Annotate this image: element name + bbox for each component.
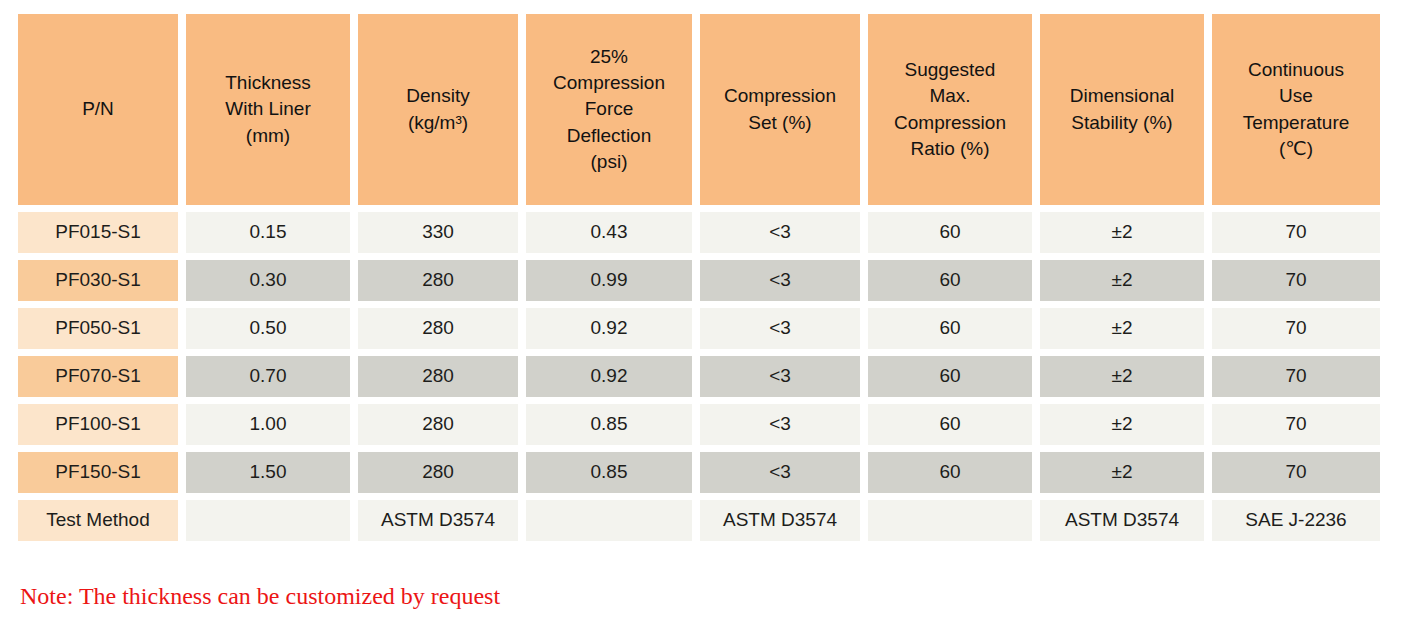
table-cell: <3 bbox=[700, 452, 860, 493]
row-pn-cell: PF030-S1 bbox=[18, 260, 178, 301]
header-compression-set: Compression Set (%) bbox=[700, 14, 860, 205]
table-cell: 280 bbox=[358, 404, 518, 445]
header-density: Density (kg/m³) bbox=[358, 14, 518, 205]
header-suggested-max-compression-ratio: Suggested Max. Compression Ratio (%) bbox=[868, 14, 1032, 205]
table-cell: 0.85 bbox=[526, 452, 692, 493]
table-cell bbox=[868, 500, 1032, 541]
header-compression-force-deflection: 25% Compression Force Deflection (psi) bbox=[526, 14, 692, 205]
table-cell: <3 bbox=[700, 404, 860, 445]
table-cell: 60 bbox=[868, 260, 1032, 301]
table-cell: 1.00 bbox=[186, 404, 350, 445]
spec-table: P/N Thickness With Liner (mm) Density (k… bbox=[18, 14, 1380, 541]
table-cell: 70 bbox=[1212, 308, 1380, 349]
table-cell: 0.92 bbox=[526, 356, 692, 397]
table-cell: 1.50 bbox=[186, 452, 350, 493]
table-cell bbox=[526, 500, 692, 541]
table-cell: 60 bbox=[868, 452, 1032, 493]
table-cell: 60 bbox=[868, 356, 1032, 397]
table-cell: 60 bbox=[868, 308, 1032, 349]
table-cell: ±2 bbox=[1040, 308, 1204, 349]
table-cell: 280 bbox=[358, 452, 518, 493]
table-cell: 70 bbox=[1212, 260, 1380, 301]
row-pn-cell: PF050-S1 bbox=[18, 308, 178, 349]
header-continuous-use-temperature: Continuous Use Temperature (℃) bbox=[1212, 14, 1380, 205]
table-cell: ASTM D3574 bbox=[1040, 500, 1204, 541]
header-dimensional-stability: Dimensional Stability (%) bbox=[1040, 14, 1204, 205]
table-cell: 0.43 bbox=[526, 212, 692, 253]
row-pn-cell: PF150-S1 bbox=[18, 452, 178, 493]
row-pn-cell: Test Method bbox=[18, 500, 178, 541]
table-cell: SAE J-2236 bbox=[1212, 500, 1380, 541]
table-cell: 0.92 bbox=[526, 308, 692, 349]
table-cell: ASTM D3574 bbox=[700, 500, 860, 541]
table-cell: 70 bbox=[1212, 212, 1380, 253]
table-cell: 0.30 bbox=[186, 260, 350, 301]
table-cell: 280 bbox=[358, 260, 518, 301]
header-thickness-with-liner: Thickness With Liner (mm) bbox=[186, 14, 350, 205]
table-cell: 280 bbox=[358, 308, 518, 349]
table-cell: <3 bbox=[700, 260, 860, 301]
table-cell: 330 bbox=[358, 212, 518, 253]
row-pn-cell: PF070-S1 bbox=[18, 356, 178, 397]
table-cell: ±2 bbox=[1040, 404, 1204, 445]
table-cell: ±2 bbox=[1040, 260, 1204, 301]
row-pn-cell: PF100-S1 bbox=[18, 404, 178, 445]
table-cell: 60 bbox=[868, 212, 1032, 253]
table-cell: ±2 bbox=[1040, 356, 1204, 397]
note-text: Note: The thickness can be customized by… bbox=[20, 583, 500, 610]
table-cell: 0.15 bbox=[186, 212, 350, 253]
table-cell: <3 bbox=[700, 212, 860, 253]
table-cell: <3 bbox=[700, 356, 860, 397]
table-cell: 0.85 bbox=[526, 404, 692, 445]
table-cell: 0.70 bbox=[186, 356, 350, 397]
table-cell: 70 bbox=[1212, 356, 1380, 397]
table-cell: 280 bbox=[358, 356, 518, 397]
table-cell: 70 bbox=[1212, 404, 1380, 445]
table-cell: 0.50 bbox=[186, 308, 350, 349]
header-pn: P/N bbox=[18, 14, 178, 205]
table-cell: <3 bbox=[700, 308, 860, 349]
table-cell: 70 bbox=[1212, 452, 1380, 493]
row-pn-cell: PF015-S1 bbox=[18, 212, 178, 253]
table-cell bbox=[186, 500, 350, 541]
table-cell: ±2 bbox=[1040, 452, 1204, 493]
table-cell: ASTM D3574 bbox=[358, 500, 518, 541]
table-cell: 60 bbox=[868, 404, 1032, 445]
table-cell: 0.99 bbox=[526, 260, 692, 301]
table-cell: ±2 bbox=[1040, 212, 1204, 253]
